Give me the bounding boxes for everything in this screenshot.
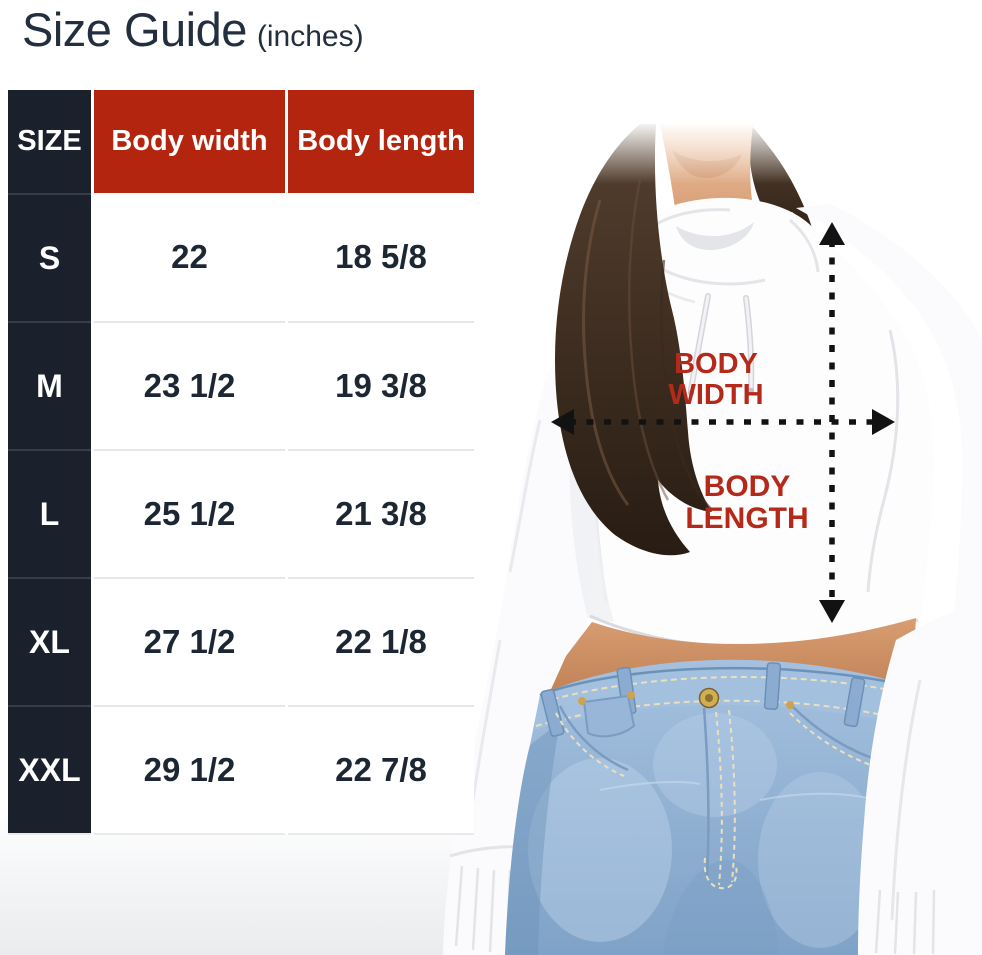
page-title-unit: (inches): [256, 20, 364, 53]
model-jeans: [505, 659, 920, 955]
body-width-cell: 25 1/2: [94, 449, 285, 577]
size-header-cell: SIZE: [8, 90, 91, 193]
body-length-arrow: [819, 222, 845, 623]
body-length-cell: 21 3/8: [288, 449, 474, 577]
body-length-label: BODY LENGTH: [685, 470, 809, 536]
photo-top-fade: [400, 120, 982, 184]
body-width-cell: 27 1/2: [94, 577, 285, 705]
body-length-cell: 19 3/8: [288, 321, 474, 449]
size-cell: S: [8, 193, 91, 321]
body-length-header-cell: Body length: [288, 90, 474, 193]
size-cell: M: [8, 321, 91, 449]
size-cell: XL: [8, 577, 91, 705]
body-width-cell: 22: [94, 193, 285, 321]
model-hair-left: [555, 124, 713, 556]
size-cell: XXL: [8, 705, 91, 833]
body-length-cell: 22 1/8: [288, 577, 474, 705]
body-length-cell: 18 5/8: [288, 193, 474, 321]
body-width-label: BODY WIDTH: [668, 348, 764, 412]
model-photo: [400, 120, 982, 955]
size-table: SIZE Body width Body length S 22 18 5/8 …: [8, 90, 474, 833]
body-width-cell: 29 1/2: [94, 705, 285, 833]
body-width-cell: 23 1/2: [94, 321, 285, 449]
body-length-cell: 22 7/8: [288, 705, 474, 833]
page-title-main: Size Guide: [22, 3, 247, 56]
page-title: Size Guide (inches): [22, 2, 364, 57]
body-width-arrow: [551, 409, 895, 435]
hoodie-drawstrings: [687, 293, 755, 397]
body-width-header-cell: Body width: [94, 90, 285, 193]
model-right-sleeve: [858, 600, 982, 955]
size-cell: L: [8, 449, 91, 577]
